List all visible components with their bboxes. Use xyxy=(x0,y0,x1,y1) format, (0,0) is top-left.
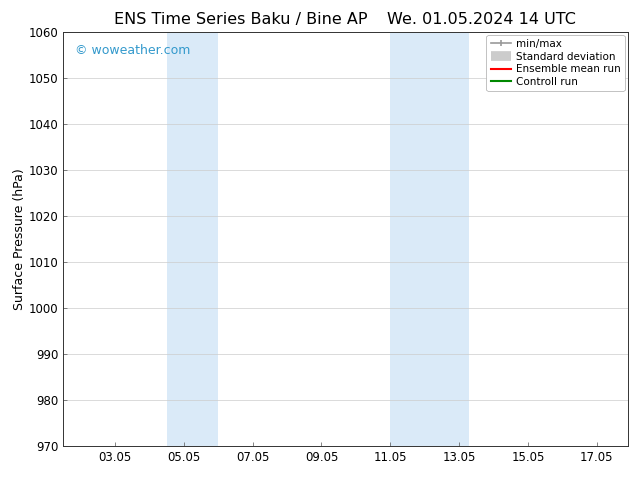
Text: © woweather.com: © woweather.com xyxy=(75,44,190,57)
Text: ENS Time Series Baku / Bine AP: ENS Time Series Baku / Bine AP xyxy=(114,12,368,27)
Bar xyxy=(391,32,469,446)
Y-axis label: Surface Pressure (hPa): Surface Pressure (hPa) xyxy=(13,168,26,310)
Text: We. 01.05.2024 14 UTC: We. 01.05.2024 14 UTC xyxy=(387,12,576,27)
Bar xyxy=(167,32,218,446)
Legend: min/max, Standard deviation, Ensemble mean run, Controll run: min/max, Standard deviation, Ensemble me… xyxy=(486,35,624,91)
